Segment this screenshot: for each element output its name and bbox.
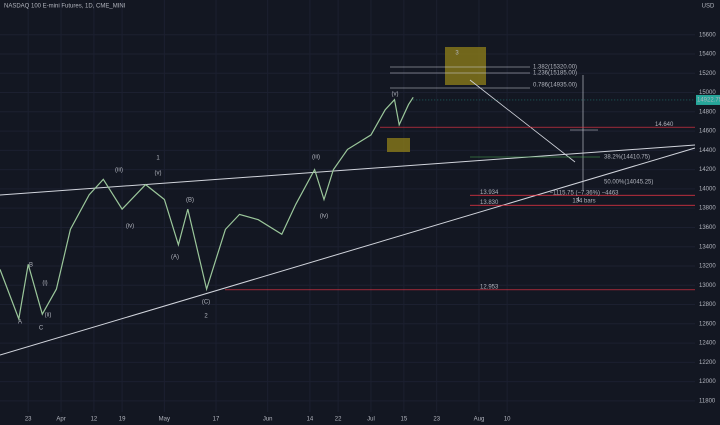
- wave-label: (i): [42, 281, 47, 287]
- trend-line: [0, 147, 696, 356]
- wave-label: 4: [576, 198, 580, 204]
- y-tick-label: 13200: [699, 264, 716, 270]
- y-tick-label: 14800: [699, 109, 716, 115]
- y-tick-label: 11800: [699, 398, 716, 404]
- x-tick-label: Jul: [367, 417, 375, 423]
- x-tick-label: May: [159, 417, 170, 423]
- wave-label: 3: [455, 51, 459, 57]
- chart-title: NASDAQ 100 E-mini Futures, 1D, CME_MINI: [4, 4, 126, 10]
- wave-label: (C): [202, 300, 210, 306]
- x-tick-label: 14: [307, 417, 314, 423]
- level-label: 12.953: [480, 284, 499, 290]
- price-tag: [696, 94, 720, 105]
- x-tick-label: 22: [335, 417, 342, 423]
- target-box: [387, 138, 410, 152]
- wave-label: 1: [156, 156, 160, 162]
- x-tick-label: 12: [91, 417, 98, 423]
- fib-label: 1.236(15185.00): [533, 71, 577, 77]
- x-tick-label: Apr: [56, 417, 65, 423]
- y-tick-label: 14200: [699, 167, 716, 173]
- wave-label: 2: [204, 314, 208, 320]
- x-tick-label: 15: [401, 417, 408, 423]
- fib-lines: [390, 66, 600, 158]
- measure-label: −1115.75 (−7.36%) −4463: [550, 191, 620, 197]
- fib-label: 38.2%(14410.75): [604, 155, 650, 161]
- fib-label: 0.786(14935.00): [533, 83, 577, 89]
- y-tick-label: 12000: [699, 379, 716, 385]
- x-tick-label: 23: [25, 417, 32, 423]
- y-tick-label: 14600: [699, 129, 716, 135]
- x-tick-label: Aug: [474, 417, 485, 423]
- y-tick-label: 12600: [699, 321, 716, 327]
- wave-label: (iii): [312, 155, 320, 161]
- y-tick-label: 12400: [699, 341, 716, 347]
- price-line: [0, 96, 414, 322]
- wave-label: (B): [186, 198, 194, 204]
- wave-label: A: [18, 320, 22, 326]
- x-tick-label: 17: [213, 417, 220, 423]
- wave-label: (iii): [115, 168, 123, 174]
- fib-label: 1.382(15320.00): [533, 65, 577, 71]
- wave-label: (A): [171, 255, 179, 261]
- x-tick-label: 19: [119, 417, 126, 423]
- y-tick-label: 13000: [699, 283, 716, 289]
- wave-label: (iv): [320, 214, 328, 220]
- trend-line: [0, 144, 696, 196]
- level-label: 13.830: [480, 200, 499, 206]
- wave-label: (iv): [126, 224, 134, 230]
- wave-label: (ii): [45, 313, 52, 319]
- wave-label: C: [39, 326, 44, 332]
- target-box: [445, 47, 486, 85]
- y-tick-label: 15200: [699, 71, 716, 77]
- x-tick-label: 23: [433, 417, 440, 423]
- y-tick-label: 15600: [699, 32, 716, 38]
- y-tick-label: 13600: [699, 225, 716, 231]
- wave-label: B: [29, 263, 33, 269]
- y-tick-label: 15400: [699, 52, 716, 58]
- fib-label: 50.00%(14045.25): [604, 180, 653, 186]
- level-label: 13.934: [480, 190, 499, 196]
- level-label: 14.640: [655, 122, 674, 128]
- measure-label: 134 bars: [572, 199, 595, 205]
- y-tick-label: 13400: [699, 244, 716, 250]
- y-tick-label: 12800: [699, 302, 716, 308]
- y-tick-label: 13800: [699, 206, 716, 212]
- price-axis: [695, 0, 720, 425]
- arrow: [469, 79, 576, 163]
- x-tick-label: Jun: [263, 417, 273, 423]
- currency: USD: [702, 4, 715, 10]
- wave-label: (v): [392, 92, 399, 98]
- y-tick-label: 14000: [699, 186, 716, 192]
- y-tick-label: 15000: [699, 90, 716, 96]
- wave-label: (v): [155, 171, 162, 177]
- y-tick-label: 14400: [699, 148, 716, 154]
- y-tick-label: 12200: [699, 360, 716, 366]
- x-tick-label: 10: [504, 417, 511, 423]
- price-tag-label: 14922.75: [697, 98, 720, 104]
